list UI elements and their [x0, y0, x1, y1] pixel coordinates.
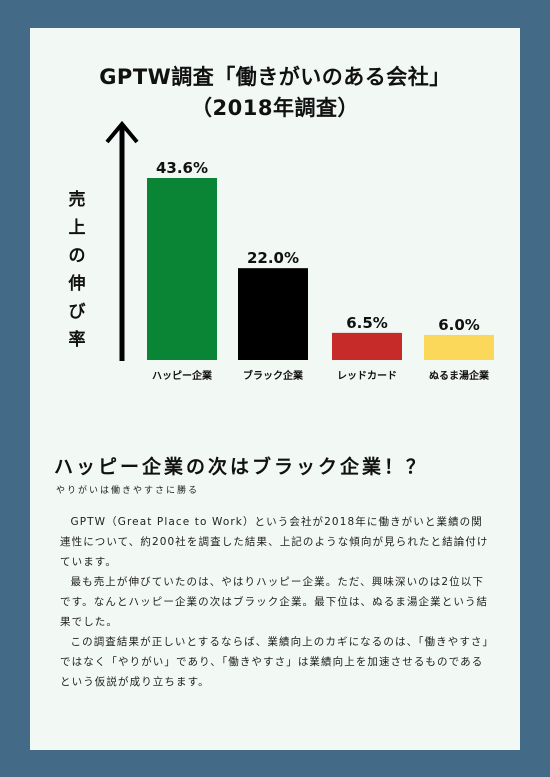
paragraph-1: GPTW（Great Place to Work）という会社が2018年に働きが…: [60, 516, 489, 568]
category-label: レッドカード: [337, 370, 397, 382]
y-axis-label-char: 率: [69, 329, 86, 350]
bar-2: [238, 268, 308, 360]
bar-3: [332, 332, 402, 360]
y-axis-label-char: び: [69, 302, 86, 322]
value-label: 43.6%: [156, 159, 208, 177]
y-axis-label-char: 売: [69, 189, 86, 210]
y-axis-label-char: の: [69, 246, 86, 266]
category-label: ブラック企業: [243, 369, 304, 382]
y-axis-label-char: 上: [69, 218, 86, 238]
y-axis-arrow: [105, 120, 139, 361]
chart-title: GPTW調査「働きがいのある会社」: [99, 65, 451, 89]
category-label: ハッピー企業: [152, 369, 213, 382]
bar-4: [424, 334, 494, 360]
chart-subtitle: （2018年調査）: [191, 96, 359, 120]
section-subheading: やりがいは働きやすさに勝る: [56, 486, 200, 496]
category-label: ぬるま湯企業: [429, 369, 490, 382]
value-label: 6.0%: [438, 316, 480, 334]
paragraph-2: 最も売上が伸びていたのは、やはりハッピー企業。ただ、興味深いのは2位以下です。な…: [60, 576, 489, 628]
value-label: 6.5%: [346, 314, 388, 332]
poster-card: GPTW調査「働きがいのある会社」 （2018年調査） 売上の伸び率 43.6%…: [30, 28, 520, 750]
value-label: 22.0%: [247, 249, 299, 267]
y-axis-label-char: 伸: [68, 273, 86, 294]
paragraph-3: この調査結果が正しいとするならば、業績向上のカギになるのは、「働きやすさ」ではな…: [60, 636, 489, 688]
bar-1: [147, 178, 217, 360]
section-heading: ハッピー企業の次はブラック企業！？: [54, 456, 429, 478]
body-text: GPTW（Great Place to Work）という会社が2018年に働きが…: [60, 512, 492, 692]
